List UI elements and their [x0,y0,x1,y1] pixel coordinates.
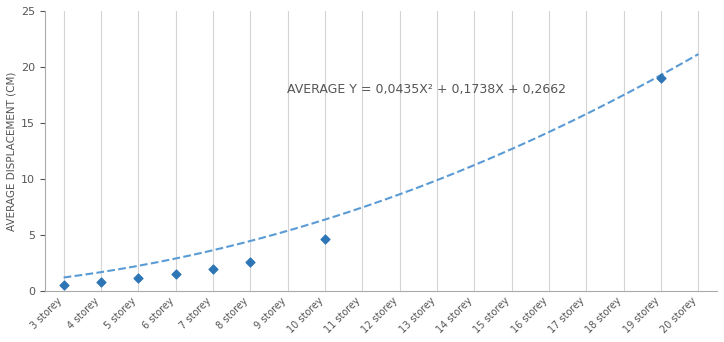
Point [207,266,219,272]
Point [95,279,106,284]
Y-axis label: AVERAGE DISPLACEMENT (CM): AVERAGE DISPLACEMENT (CM) [7,71,17,231]
Point [655,75,667,81]
Point [170,271,182,276]
Point [58,282,70,287]
Point [319,236,331,242]
Point [132,275,144,280]
Text: AVERAGE Y = 0,0435X² + 0,1738X + 0,2662: AVERAGE Y = 0,0435X² + 0,1738X + 0,2662 [287,83,566,96]
Point [245,260,256,265]
